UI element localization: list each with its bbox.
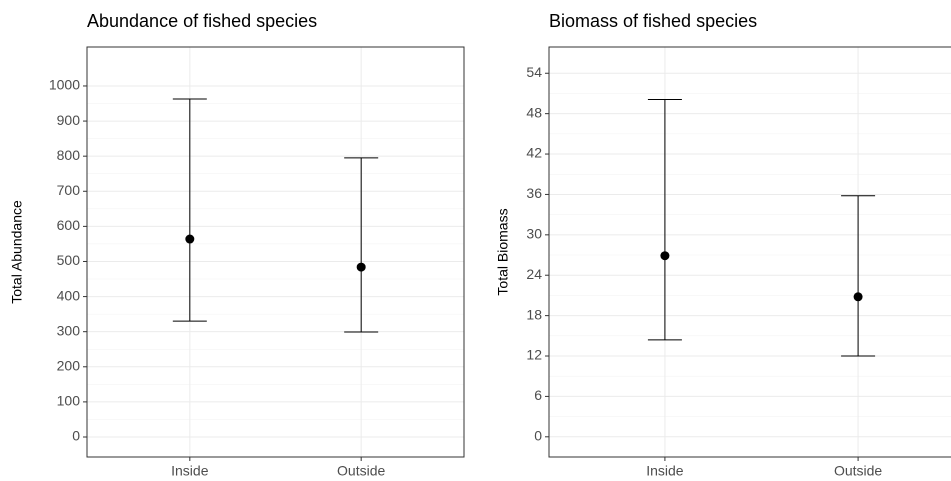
x-tick-label: Inside <box>171 463 209 479</box>
panel-border <box>86 46 465 458</box>
point <box>185 234 195 244</box>
y-tick-label: 800 <box>57 147 81 163</box>
y-tick-label: 12 <box>526 347 542 363</box>
y-tick-label: 42 <box>526 145 542 161</box>
y-tick-label: 400 <box>57 287 81 303</box>
point <box>356 262 366 272</box>
y-tick-label: 900 <box>57 112 81 128</box>
panel-background <box>87 47 464 457</box>
y-tick-label: 30 <box>526 226 542 242</box>
y-tick-label: 18 <box>526 306 542 322</box>
panel-background <box>549 47 951 457</box>
point <box>660 251 670 261</box>
error-bar <box>647 99 682 341</box>
x-tick-label: Outside <box>834 463 882 479</box>
error-bar <box>841 195 876 357</box>
error-bar <box>344 157 379 333</box>
y-tick-label: 54 <box>526 64 542 80</box>
y-tick-label: 300 <box>57 322 81 338</box>
y-tick-label: 200 <box>57 357 81 373</box>
y-tick-label: 24 <box>526 266 542 282</box>
y-axis-label: Total Abundance <box>9 200 25 304</box>
y-tick-label: 0 <box>534 428 542 444</box>
y-tick-label: 600 <box>57 217 81 233</box>
y-tick-label: 100 <box>57 393 81 409</box>
y-tick-label: 6 <box>534 387 542 403</box>
chart-title: Biomass of fished species <box>549 11 757 31</box>
x-tick-label: Outside <box>337 463 385 479</box>
y-tick-label: 500 <box>57 252 81 268</box>
y-tick-label: 48 <box>526 104 542 120</box>
y-tick-label: 36 <box>526 185 542 201</box>
chart-title: Abundance of fished species <box>87 11 317 31</box>
y-tick-label: 0 <box>72 428 80 444</box>
x-tick-label: Inside <box>646 463 684 479</box>
error-bar <box>172 98 207 322</box>
y-tick-label: 700 <box>57 182 81 198</box>
panel-border <box>548 46 951 458</box>
y-axis-label: Total Biomass <box>495 208 511 295</box>
y-tick-label: 1000 <box>49 77 80 93</box>
point <box>853 292 863 302</box>
